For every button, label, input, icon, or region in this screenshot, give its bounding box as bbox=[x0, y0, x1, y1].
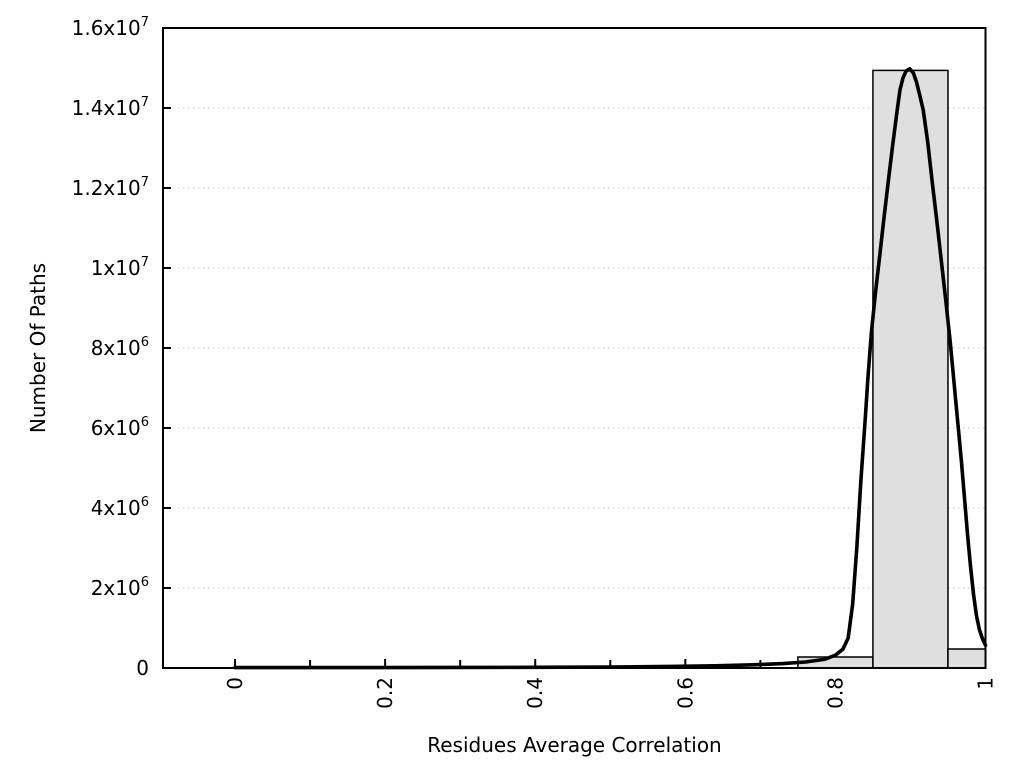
y-tick-label: 4x106 bbox=[91, 495, 149, 520]
y-tick-label: 1.4x107 bbox=[72, 95, 149, 120]
x-tick-label: 0 bbox=[223, 677, 247, 690]
y-tick-label: 1x107 bbox=[91, 255, 149, 280]
histogram-bar bbox=[872, 69, 949, 669]
y-tick-label: 8x106 bbox=[91, 335, 149, 360]
y-tick-label: 6x106 bbox=[91, 415, 149, 440]
x-tick-label: 0.6 bbox=[673, 677, 697, 709]
y-tick-label: 1.6x107 bbox=[72, 15, 149, 40]
y-tick-label: 1.2x107 bbox=[72, 175, 149, 200]
plot-border bbox=[162, 27, 987, 669]
y-tick-label: 0 bbox=[136, 656, 149, 680]
histogram-bar bbox=[947, 648, 987, 669]
x-tick-label: 1 bbox=[974, 677, 998, 690]
x-tick-label: 0.4 bbox=[523, 677, 547, 709]
x-tick-label: 0.2 bbox=[373, 677, 397, 709]
fit-curve bbox=[233, 67, 988, 670]
y-tick-label: 2x106 bbox=[91, 575, 149, 600]
y-axis-title: Number Of Paths bbox=[26, 262, 50, 434]
x-tick-label: 0.8 bbox=[823, 677, 847, 709]
x-axis-title: Residues Average Correlation bbox=[427, 733, 722, 757]
